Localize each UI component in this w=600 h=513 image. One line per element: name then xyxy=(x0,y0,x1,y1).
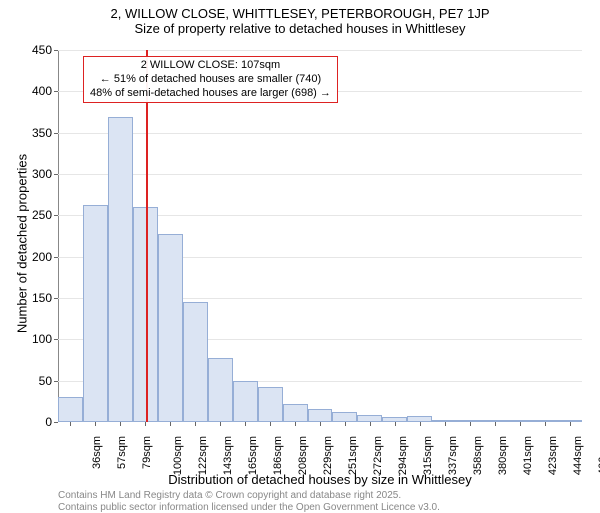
xtick-mark xyxy=(170,422,171,426)
ytick-label: 400 xyxy=(12,84,52,98)
xtick-label: 122sqm xyxy=(197,436,209,475)
ytick-mark xyxy=(54,50,58,51)
xtick-mark xyxy=(420,422,421,426)
ytick-label: 350 xyxy=(12,126,52,140)
xtick-mark xyxy=(345,422,346,426)
xtick-mark xyxy=(520,422,521,426)
ytick-mark xyxy=(54,257,58,258)
xtick-mark xyxy=(195,422,196,426)
ytick-mark xyxy=(54,339,58,340)
bar xyxy=(283,404,308,422)
ytick-label: 50 xyxy=(12,374,52,388)
bar xyxy=(357,415,382,422)
xtick-label: 337sqm xyxy=(447,436,459,475)
xtick-mark xyxy=(445,422,446,426)
annotation-line: 2 WILLOW CLOSE: 107sqm xyxy=(90,59,331,73)
xtick-mark xyxy=(295,422,296,426)
xtick-mark xyxy=(120,422,121,426)
marker-line xyxy=(146,50,148,422)
ytick-mark xyxy=(54,215,58,216)
xtick-label: 444sqm xyxy=(572,436,584,475)
gridline xyxy=(58,50,582,51)
xtick-mark xyxy=(545,422,546,426)
xtick-label: 423sqm xyxy=(547,436,559,475)
xtick-label: 57sqm xyxy=(116,436,128,469)
bar xyxy=(308,409,333,422)
footer-line-2: Contains public sector information licen… xyxy=(58,502,440,513)
xtick-label: 186sqm xyxy=(272,436,284,475)
xtick-label: 401sqm xyxy=(522,436,534,475)
xtick-mark xyxy=(70,422,71,426)
xtick-label: 380sqm xyxy=(497,436,509,475)
bar xyxy=(83,205,108,422)
ytick-mark xyxy=(54,381,58,382)
ytick-mark xyxy=(54,174,58,175)
xtick-label: 208sqm xyxy=(297,436,309,475)
xtick-mark xyxy=(95,422,96,426)
gridline xyxy=(58,133,582,134)
xtick-mark xyxy=(470,422,471,426)
bar xyxy=(208,358,233,422)
xtick-mark xyxy=(320,422,321,426)
xtick-label: 79sqm xyxy=(141,436,153,469)
bar xyxy=(183,302,208,422)
annotation-line: ← 51% of detached houses are smaller (74… xyxy=(90,73,331,87)
xtick-label: 272sqm xyxy=(372,436,384,475)
footer-line-1: Contains HM Land Registry data © Crown c… xyxy=(58,490,401,501)
chart-title: 2, WILLOW CLOSE, WHITTLESEY, PETERBOROUG… xyxy=(0,0,600,21)
xtick-label: 100sqm xyxy=(172,436,184,475)
xtick-mark xyxy=(495,422,496,426)
xtick-label: 358sqm xyxy=(472,436,484,475)
annotation-box: 2 WILLOW CLOSE: 107sqm← 51% of detached … xyxy=(83,56,338,103)
xtick-mark xyxy=(145,422,146,426)
bar xyxy=(258,387,283,422)
xtick-label: 315sqm xyxy=(422,436,434,475)
ytick-mark xyxy=(54,298,58,299)
xaxis-label: Distribution of detached houses by size … xyxy=(58,472,582,487)
bar xyxy=(108,117,133,422)
xtick-label: 229sqm xyxy=(322,436,334,475)
bar xyxy=(233,381,258,422)
xtick-mark xyxy=(245,422,246,426)
xtick-mark xyxy=(370,422,371,426)
plot-area: 2 WILLOW CLOSE: 107sqm← 51% of detached … xyxy=(58,50,582,422)
xtick-mark xyxy=(220,422,221,426)
annotation-line: 48% of semi-detached houses are larger (… xyxy=(90,87,331,101)
xtick-label: 466sqm xyxy=(597,436,600,475)
bar xyxy=(332,412,357,422)
xtick-label: 143sqm xyxy=(222,436,234,475)
xtick-label: 251sqm xyxy=(347,436,359,475)
ytick-mark xyxy=(54,133,58,134)
chart-container: 2, WILLOW CLOSE, WHITTLESEY, PETERBOROUG… xyxy=(0,0,600,500)
ytick-mark xyxy=(54,422,58,423)
bar xyxy=(58,397,83,422)
yaxis-label: Number of detached properties xyxy=(15,144,30,344)
ytick-mark xyxy=(54,91,58,92)
xtick-label: 165sqm xyxy=(247,436,259,475)
ytick-label: 450 xyxy=(12,43,52,57)
xtick-mark xyxy=(395,422,396,426)
chart-subtitle: Size of property relative to detached ho… xyxy=(0,21,600,40)
xtick-label: 294sqm xyxy=(397,436,409,475)
bar xyxy=(158,234,183,422)
ytick-label: 0 xyxy=(12,415,52,429)
xtick-label: 36sqm xyxy=(92,436,104,469)
xtick-mark xyxy=(270,422,271,426)
gridline xyxy=(58,174,582,175)
xtick-mark xyxy=(570,422,571,426)
